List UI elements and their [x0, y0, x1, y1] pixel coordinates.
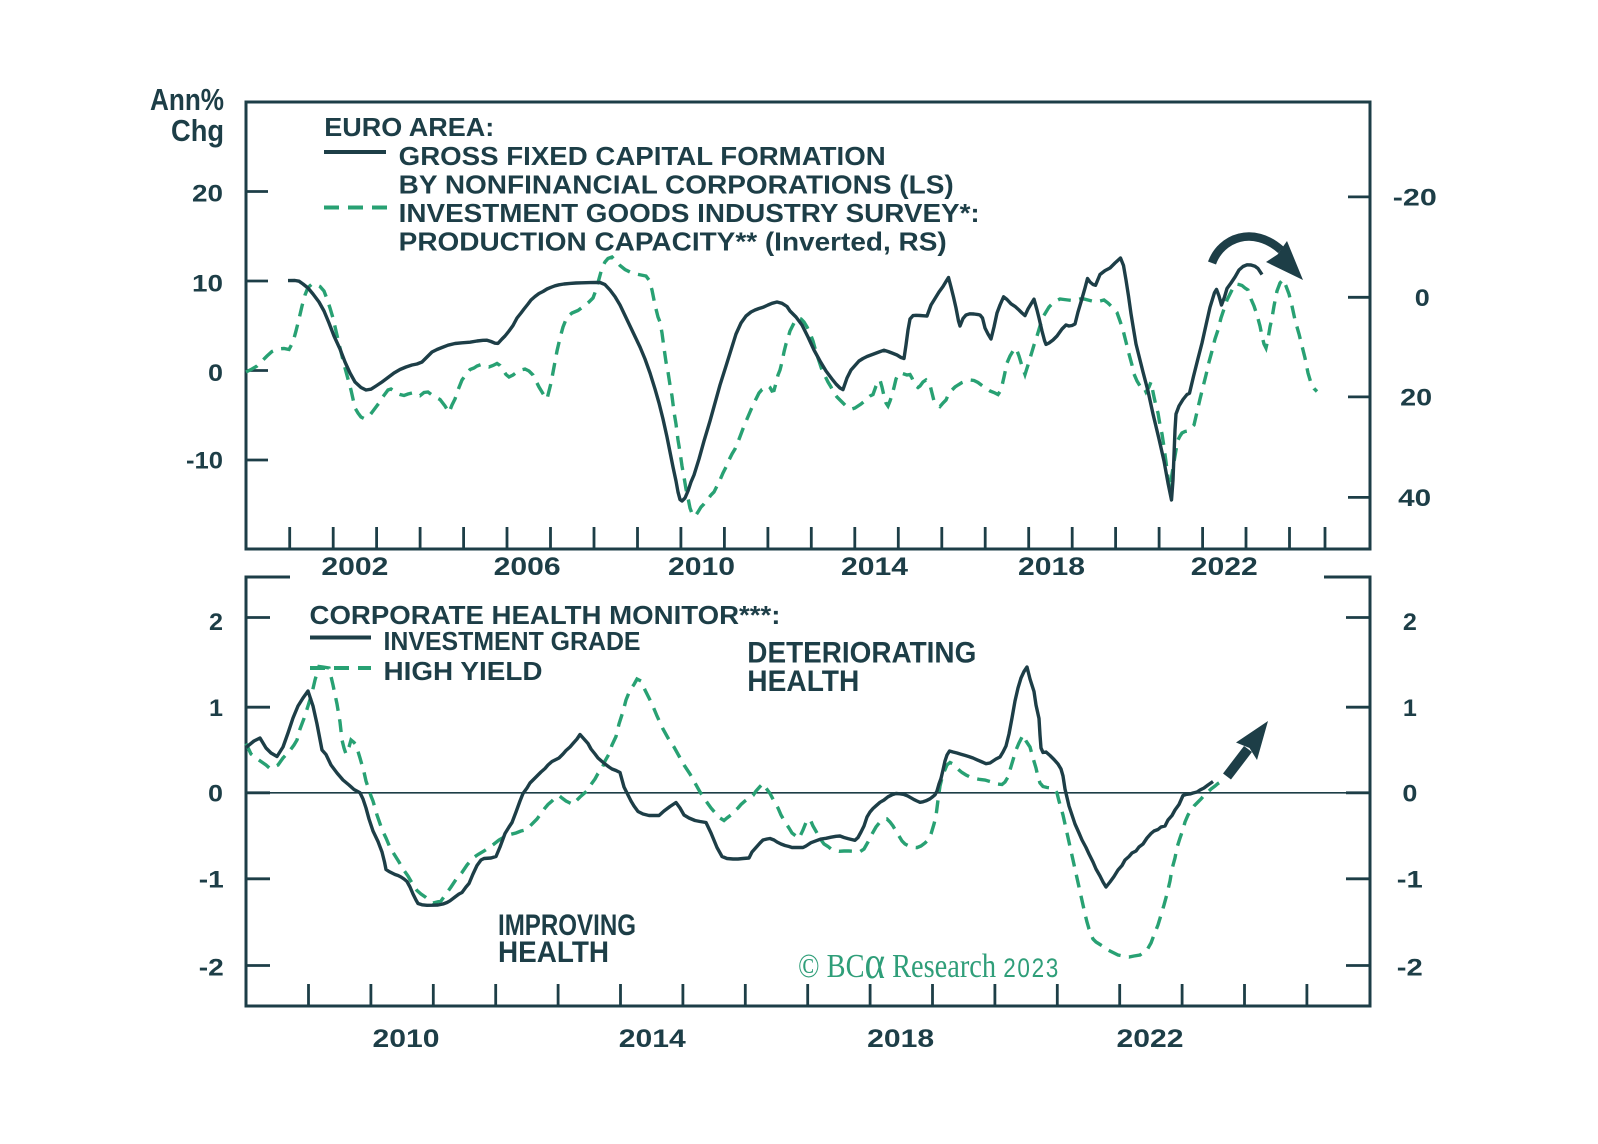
svg-text:2018: 2018 [867, 1025, 934, 1053]
svg-text:DETERIORATING: DETERIORATING [747, 637, 976, 670]
svg-text:2: 2 [1403, 609, 1417, 636]
svg-text:2018: 2018 [1018, 553, 1085, 581]
svg-text:PRODUCTION CAPACITY** (Inverte: PRODUCTION CAPACITY** (Inverted, RS) [399, 227, 947, 257]
svg-text:1: 1 [1403, 695, 1417, 722]
svg-text:0: 0 [1415, 285, 1430, 312]
svg-text:2022: 2022 [1117, 1025, 1184, 1053]
svg-text:INVESTMENT GRADE: INVESTMENT GRADE [384, 626, 641, 656]
svg-text:-1: -1 [199, 867, 224, 894]
svg-text:2006: 2006 [494, 553, 561, 581]
svg-text:Chg: Chg [171, 113, 224, 148]
svg-text:2022: 2022 [1191, 553, 1258, 581]
svg-text:0: 0 [208, 360, 223, 387]
svg-text:-2: -2 [199, 955, 224, 982]
svg-text:-20: -20 [1393, 185, 1437, 212]
svg-text:Ann%: Ann% [150, 82, 224, 117]
svg-text:0: 0 [1402, 781, 1417, 808]
svg-text:10: 10 [192, 271, 223, 298]
svg-text:HIGH YIELD: HIGH YIELD [384, 656, 543, 686]
svg-text:20: 20 [192, 181, 223, 208]
svg-text:HEALTH: HEALTH [498, 936, 609, 969]
svg-text:BY NONFINANCIAL CORPORATIONS (: BY NONFINANCIAL CORPORATIONS (LS) [399, 170, 954, 200]
svg-text:2010: 2010 [668, 553, 735, 581]
svg-text:1: 1 [209, 695, 223, 722]
svg-text:0: 0 [208, 781, 223, 808]
svg-text:40: 40 [1398, 485, 1431, 512]
svg-text:2002: 2002 [321, 553, 388, 581]
svg-text:HEALTH: HEALTH [747, 665, 859, 698]
svg-text:INVESTMENT GOODS INDUSTRY SURV: INVESTMENT GOODS INDUSTRY SURVEY*: [399, 198, 980, 228]
svg-text:IMPROVING: IMPROVING [498, 909, 636, 942]
svg-text:EURO AREA:: EURO AREA: [324, 112, 494, 142]
svg-text:-2: -2 [1397, 955, 1423, 982]
svg-text:2014: 2014 [619, 1025, 686, 1053]
svg-text:2010: 2010 [373, 1025, 440, 1053]
svg-text:2: 2 [209, 609, 223, 636]
svg-text:-10: -10 [186, 448, 223, 475]
svg-text:CORPORATE HEALTH MONITOR***:: CORPORATE HEALTH MONITOR***: [310, 600, 781, 630]
svg-text:GROSS FIXED CAPITAL FORMATION: GROSS FIXED CAPITAL FORMATION [399, 141, 886, 171]
svg-text:-1: -1 [1397, 867, 1423, 894]
svg-text:20: 20 [1400, 385, 1432, 412]
svg-text:2014: 2014 [841, 553, 908, 581]
